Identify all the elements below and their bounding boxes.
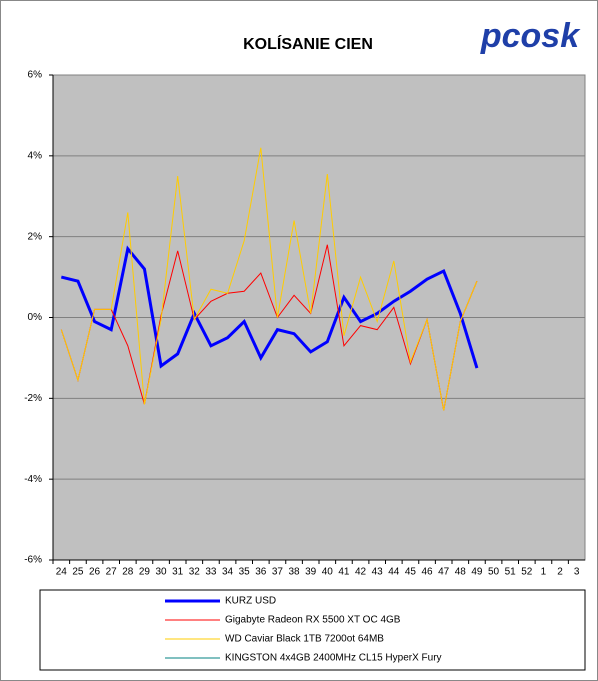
legend-label: KINGSTON 4x4GB 2400MHz CL15 HyperX Fury (225, 653, 442, 664)
x-tick-label: 35 (239, 567, 251, 578)
x-tick-label: 32 (189, 567, 201, 578)
x-tick-label: 50 (488, 567, 500, 578)
x-tick-label: 24 (56, 567, 68, 578)
y-tick-label: 0% (28, 312, 43, 323)
x-tick-label: 26 (89, 567, 101, 578)
x-tick-label: 45 (405, 567, 417, 578)
legend-label: WD Caviar Black 1TB 7200ot 64MB (225, 634, 384, 645)
x-tick-label: 41 (338, 567, 350, 578)
y-tick-label: 4% (28, 150, 43, 161)
legend (39, 589, 586, 671)
y-tick-label: 2% (28, 231, 43, 242)
x-tick-label: 42 (355, 567, 367, 578)
y-tick-label: -2% (24, 393, 42, 404)
x-tick-label: 31 (172, 567, 184, 578)
x-tick-label: 25 (72, 567, 84, 578)
x-tick-label: 46 (422, 567, 434, 578)
logo: pcosk (480, 17, 581, 55)
x-tick-label: 40 (322, 567, 334, 578)
x-tick-label: 51 (505, 567, 517, 578)
x-tick-label: 28 (122, 567, 134, 578)
legend-label: KURZ USD (225, 596, 276, 607)
x-tick-label: 38 (289, 567, 301, 578)
x-tick-label: 49 (471, 567, 483, 578)
y-tick-label: 6% (28, 70, 43, 81)
x-tick-label: 3 (574, 567, 580, 578)
series-line (60, 147, 478, 411)
x-tick-label: 29 (139, 567, 151, 578)
x-tick-label: 33 (205, 567, 217, 578)
x-tick-label: 27 (106, 567, 118, 578)
x-tick-label: 37 (272, 567, 284, 578)
x-tick-label: 43 (372, 567, 384, 578)
legend-label: Gigabyte Radeon RX 5500 XT OC 4GB (225, 615, 401, 626)
x-tick-label: 44 (388, 567, 400, 578)
series-line (60, 245, 479, 369)
x-tick-label: 36 (255, 567, 267, 578)
x-tick-label: 48 (455, 567, 467, 578)
series-line (60, 244, 478, 411)
y-tick-label: -4% (24, 474, 42, 485)
x-tick-label: 34 (222, 567, 234, 578)
x-tick-label: 2 (557, 567, 563, 578)
x-tick-label: 30 (156, 567, 168, 578)
x-tick-label: 52 (521, 567, 533, 578)
x-tick-label: 39 (305, 567, 317, 578)
chart-title: KOLÍSANIE CIEN (243, 34, 373, 53)
y-tick-label: -6% (24, 555, 42, 566)
x-tick-label: 1 (541, 567, 547, 578)
x-tick-label: 47 (438, 567, 450, 578)
